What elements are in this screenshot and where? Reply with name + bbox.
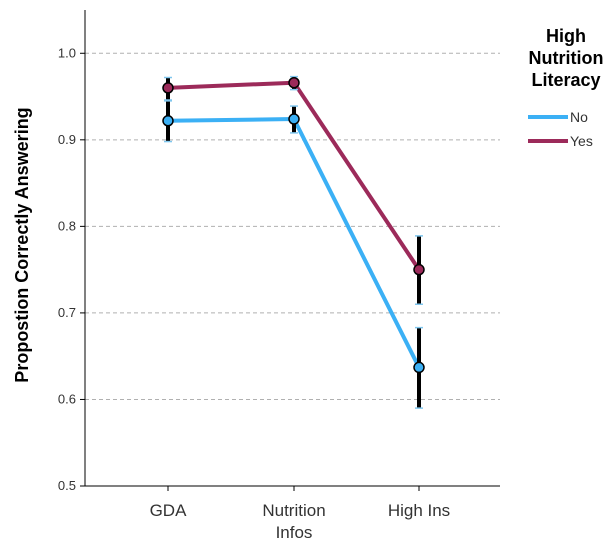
legend-title: Literacy xyxy=(531,70,600,90)
data-point xyxy=(162,82,174,94)
data-point xyxy=(413,361,425,374)
y-tick-label: 0.7 xyxy=(58,305,76,320)
error-bars xyxy=(164,75,423,409)
legend-title: High xyxy=(546,26,586,46)
y-tick-label: 0.6 xyxy=(58,391,76,406)
data-point xyxy=(288,76,300,89)
x-tick-label: Infos xyxy=(276,523,313,542)
x-tick-label: High Ins xyxy=(388,501,450,520)
x-tick-label: GDA xyxy=(150,501,188,520)
y-tick-label: 1.0 xyxy=(58,45,76,60)
y-axis-title: Propostion Correctly Answering xyxy=(12,107,32,382)
legend-title: Nutrition xyxy=(529,48,604,68)
data-point xyxy=(162,115,174,127)
data-point xyxy=(413,263,425,276)
y-axis-ticks: 0.5 0.6 0.7 0.8 0.9 1.0 xyxy=(58,45,85,493)
series-line-no xyxy=(167,117,421,369)
x-axis-ticks: GDA Nutrition Infos High Ins xyxy=(150,486,450,542)
legend-label-no: No xyxy=(570,109,588,125)
axes xyxy=(84,10,500,487)
data-points xyxy=(162,76,425,374)
gridlines xyxy=(85,52,500,400)
data-point xyxy=(288,113,300,125)
y-tick-label: 0.8 xyxy=(58,218,76,233)
x-tick-label: Nutrition xyxy=(262,501,325,520)
y-tick-label: 0.5 xyxy=(58,478,76,493)
y-tick-label: 0.9 xyxy=(58,132,76,147)
legend-label-yes: Yes xyxy=(570,133,593,149)
